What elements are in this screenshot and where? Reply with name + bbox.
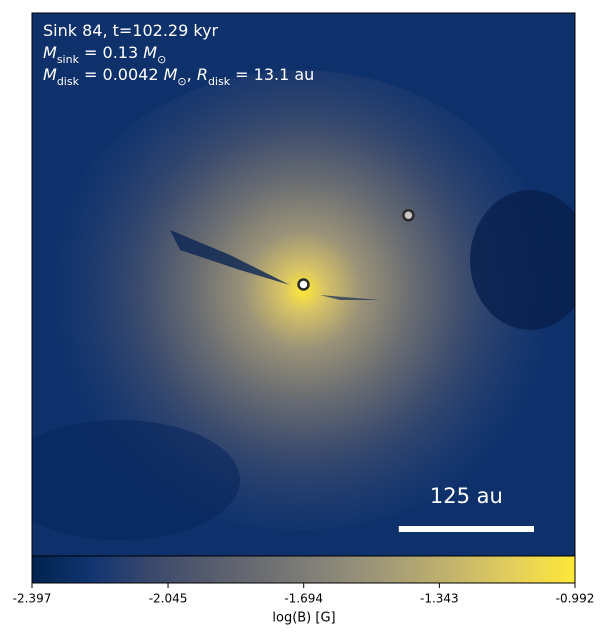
annotation: Sink 84, t=102.29 kyr — [43, 21, 219, 40]
field-image — [32, 13, 575, 556]
annotation-part: , — [187, 65, 197, 84]
annotation-part: = 13.1 au — [230, 65, 314, 84]
annotation-part: R — [197, 65, 208, 84]
sink — [297, 278, 310, 291]
annotation-part: ⊙ — [177, 75, 186, 88]
colorbar-tick-label: -1.694 — [284, 592, 323, 606]
annotation-part: M — [43, 65, 57, 84]
colorbar-label: log(B) [G] — [272, 611, 335, 626]
annotation-part: ⊙ — [157, 53, 166, 66]
annotation-part: sink — [57, 53, 80, 66]
annotation-part: M — [43, 43, 57, 62]
annotation-part: = 0.0042 — [79, 65, 164, 84]
annotation-part: M — [164, 65, 178, 84]
colorbar-tick-label: -1.343 — [420, 592, 459, 606]
sink — [402, 209, 415, 222]
colorbar-tick-label: -0.992 — [556, 592, 595, 606]
colorbar — [31, 555, 576, 584]
annotation-part: Sink 84, t=102.29 kyr — [43, 21, 219, 40]
annotation-part: disk — [57, 75, 80, 88]
annotation-part: = 0.13 — [79, 43, 143, 62]
annotation-part: disk — [208, 75, 231, 88]
annotation: Msink = 0.13 M⊙ — [43, 43, 166, 66]
colorbar-tick-label: -2.397 — [13, 592, 52, 606]
scale-bar-label: 125 au — [430, 484, 503, 508]
colorbar-tick-label: -2.045 — [149, 592, 188, 606]
annotation-part: M — [143, 43, 157, 62]
annotation: Mdisk = 0.0042 M⊙, Rdisk = 13.1 au — [43, 65, 314, 88]
